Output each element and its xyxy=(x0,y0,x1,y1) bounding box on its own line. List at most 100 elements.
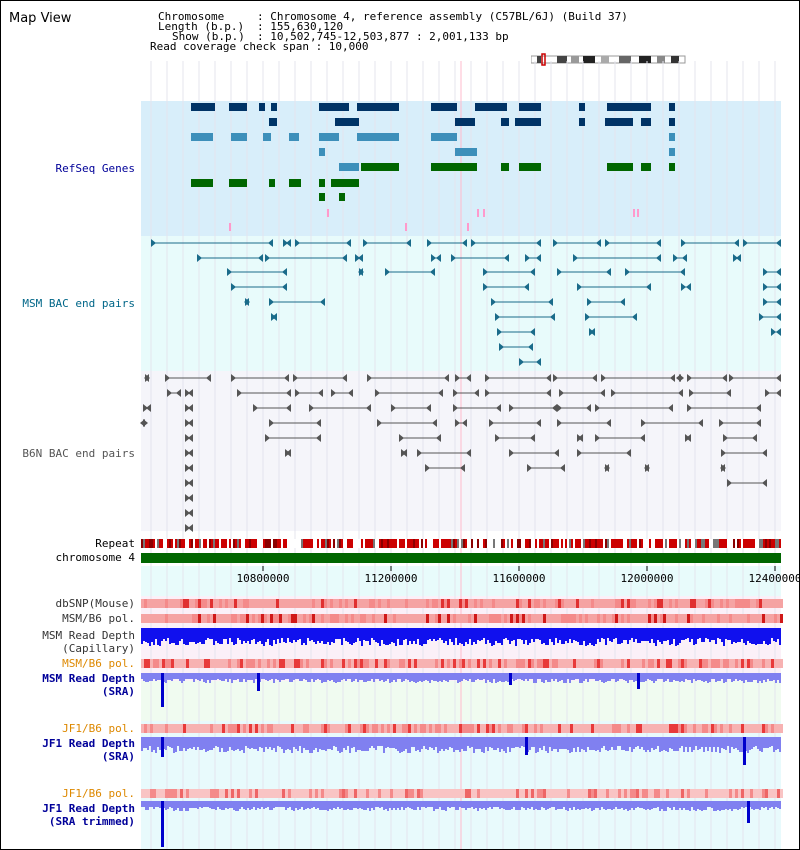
depth-bar[interactable] xyxy=(487,673,489,680)
heat-cell[interactable] xyxy=(315,659,318,668)
heat-cell[interactable] xyxy=(633,599,636,608)
repeat-element[interactable] xyxy=(621,539,623,548)
msm-bac-pair-end[interactable] xyxy=(771,328,776,336)
heat-cell[interactable] xyxy=(606,724,609,733)
heat-cell[interactable] xyxy=(462,599,465,608)
heat-cell[interactable] xyxy=(531,724,534,733)
depth-bar[interactable] xyxy=(345,737,347,750)
heat-cell[interactable] xyxy=(219,724,222,733)
msm-bac-pair-end[interactable] xyxy=(656,239,661,247)
depth-bar[interactable] xyxy=(197,737,199,747)
heat-cell[interactable] xyxy=(735,599,738,608)
heat-cell[interactable] xyxy=(438,789,441,798)
b6n-bac-pair-end[interactable] xyxy=(509,404,514,412)
depth-bar[interactable] xyxy=(275,628,277,644)
heat-cell[interactable] xyxy=(480,789,483,798)
heat-cell[interactable] xyxy=(624,614,627,623)
heat-cell[interactable] xyxy=(156,659,159,668)
heat-cell[interactable] xyxy=(705,599,708,608)
heat-cell[interactable] xyxy=(513,614,516,623)
depth-bar[interactable] xyxy=(183,737,185,748)
depth-bar[interactable] xyxy=(687,673,689,680)
heat-cell[interactable] xyxy=(741,789,744,798)
depth-bar[interactable] xyxy=(705,737,707,747)
depth-bar[interactable] xyxy=(503,737,505,751)
heat-cell[interactable] xyxy=(639,659,642,668)
depth-bar[interactable] xyxy=(605,673,607,682)
repeat-element[interactable] xyxy=(351,539,353,548)
heat-cell[interactable] xyxy=(399,599,402,608)
heat-cell[interactable] xyxy=(615,614,618,623)
depth-bar[interactable] xyxy=(615,801,617,807)
heat-cell[interactable] xyxy=(351,724,354,733)
depth-bar[interactable] xyxy=(425,801,427,808)
heat-cell[interactable] xyxy=(555,659,558,668)
depth-bar[interactable] xyxy=(381,673,383,680)
b6n-bac-pair-end[interactable] xyxy=(188,479,193,487)
repeat-element[interactable] xyxy=(179,539,181,548)
depth-bar[interactable] xyxy=(639,801,641,808)
msm-bac-pair-end[interactable] xyxy=(524,283,529,291)
heat-cell[interactable] xyxy=(564,789,567,798)
depth-bar[interactable] xyxy=(481,628,483,640)
depth-bar[interactable] xyxy=(507,801,509,810)
depth-bar[interactable] xyxy=(689,801,691,811)
heat-cell[interactable] xyxy=(447,789,450,798)
msm-bac-pair-end[interactable] xyxy=(536,254,541,262)
depth-bar[interactable] xyxy=(455,673,457,680)
heat-cell[interactable] xyxy=(384,789,387,798)
heat-cell[interactable] xyxy=(726,789,729,798)
heat-cell[interactable] xyxy=(600,614,603,623)
depth-bar[interactable] xyxy=(495,801,497,807)
depth-bar[interactable] xyxy=(541,673,543,682)
depth-bar[interactable] xyxy=(475,673,477,680)
heat-cell[interactable] xyxy=(330,659,333,668)
heat-cell[interactable] xyxy=(489,599,492,608)
depth-bar[interactable] xyxy=(599,673,601,680)
depth-bar[interactable] xyxy=(571,628,573,643)
heat-cell[interactable] xyxy=(213,614,216,623)
depth-bar[interactable] xyxy=(299,673,301,681)
depth-bar[interactable] xyxy=(193,737,195,747)
depth-bar[interactable] xyxy=(249,801,251,810)
heat-cell[interactable] xyxy=(483,659,486,668)
depth-bar[interactable] xyxy=(261,801,263,807)
depth-bar[interactable] xyxy=(177,737,179,746)
depth-bar[interactable] xyxy=(527,801,529,808)
gene-block[interactable] xyxy=(455,148,477,156)
heat-cell[interactable] xyxy=(699,724,702,733)
gene-block[interactable] xyxy=(475,103,507,111)
heat-cell[interactable] xyxy=(717,789,720,798)
heat-cell[interactable] xyxy=(174,724,177,733)
depth-bar[interactable] xyxy=(357,737,359,750)
heat-cell[interactable] xyxy=(684,724,687,733)
heat-cell[interactable] xyxy=(231,659,234,668)
heat-cell[interactable] xyxy=(258,659,261,668)
heat-cell[interactable] xyxy=(180,789,183,798)
heat-cell[interactable] xyxy=(450,789,453,798)
heat-cell[interactable] xyxy=(699,789,702,798)
depth-bar[interactable] xyxy=(333,737,335,746)
heat-cell[interactable] xyxy=(441,789,444,798)
depth-bar[interactable] xyxy=(141,737,143,751)
repeat-element[interactable] xyxy=(387,539,389,548)
heat-cell[interactable] xyxy=(459,789,462,798)
depth-bar[interactable] xyxy=(215,801,217,810)
depth-bar[interactable] xyxy=(469,737,471,748)
depth-bar[interactable] xyxy=(175,628,177,645)
heat-cell[interactable] xyxy=(540,724,543,733)
depth-bar[interactable] xyxy=(737,801,739,810)
depth-bar[interactable] xyxy=(691,737,693,752)
depth-bar[interactable] xyxy=(695,628,697,644)
heat-cell[interactable] xyxy=(384,659,387,668)
depth-bar[interactable] xyxy=(477,628,479,640)
depth-bar[interactable] xyxy=(253,737,255,749)
depth-bar[interactable] xyxy=(379,801,381,808)
depth-bar[interactable] xyxy=(335,673,337,683)
heat-cell[interactable] xyxy=(549,614,552,623)
heat-cell[interactable] xyxy=(222,659,225,668)
depth-bar[interactable] xyxy=(597,628,599,639)
msm-bac-pair-end[interactable] xyxy=(632,313,637,321)
b6n-bac-pair-end[interactable] xyxy=(185,419,190,427)
depth-bar[interactable] xyxy=(685,628,687,639)
